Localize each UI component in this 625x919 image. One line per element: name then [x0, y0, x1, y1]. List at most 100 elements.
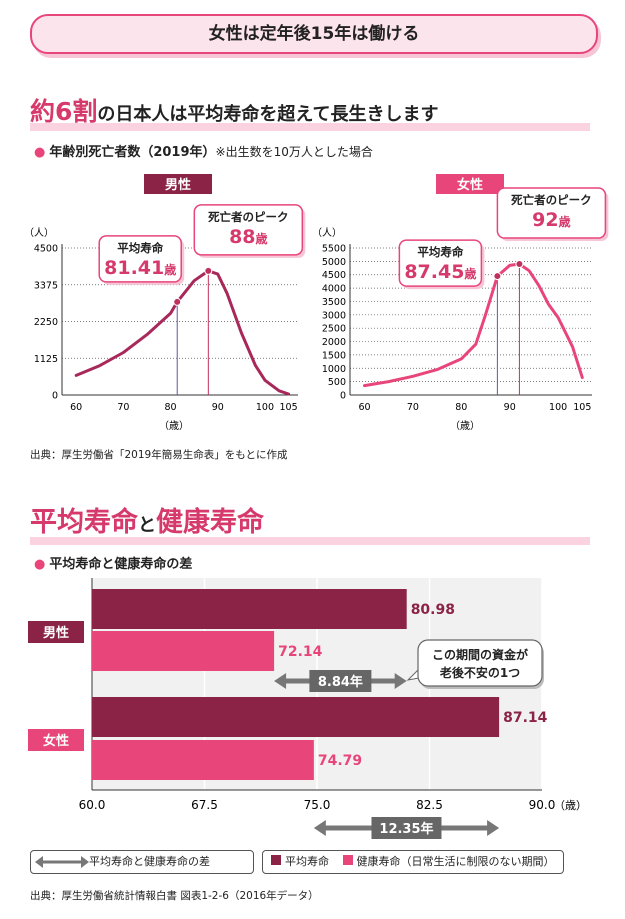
x-tick-label: 70 — [117, 402, 129, 413]
chart-label-pill — [144, 174, 212, 194]
callout-value: 92歳 — [532, 209, 570, 231]
bar — [92, 631, 275, 671]
chart2-bullet: ● 平均寿命と健康寿命の差 — [34, 557, 193, 572]
bar — [92, 740, 314, 780]
series-line — [74, 269, 291, 396]
callout-value: 87.45歳 — [404, 261, 476, 283]
bar-value-label: 87.14 — [503, 710, 548, 726]
y-tick-label: 0 — [340, 391, 346, 402]
callout-title: 死亡者のピーク — [208, 210, 289, 224]
bar-value-label: 80.98 — [411, 602, 455, 618]
callout-value: 88歳 — [229, 226, 267, 248]
y-tick-label: 2250 — [34, 317, 58, 328]
x-axis-unit: （歳） — [554, 799, 587, 812]
annotation-marker — [204, 266, 213, 275]
section2-heading: 平均寿命と健康寿命 — [30, 507, 264, 538]
y-tick-label: 2000 — [322, 337, 346, 348]
category-pill — [28, 729, 84, 751]
y-axis-unit: （人） — [312, 227, 342, 239]
series-line — [363, 262, 584, 388]
heading-underline-2 — [30, 537, 590, 545]
callout-box — [98, 235, 182, 283]
x-tick-label: 60 — [70, 402, 82, 413]
legend-gap: 平均寿命と健康寿命の差 — [30, 850, 254, 874]
callout-box — [496, 187, 607, 239]
legend-swatch-dark — [271, 855, 281, 865]
chart-label: 男性 — [165, 177, 191, 193]
x-tick-label: 100 — [256, 402, 274, 413]
gap-label-box — [371, 817, 442, 839]
callout-title: 死亡者のピーク — [511, 193, 592, 207]
x-tick-label: 60 — [358, 402, 370, 413]
legend-series: 平均寿命 健康寿命（日常生活に制限のない期間） — [262, 850, 564, 874]
gap-arrow-head — [487, 820, 500, 836]
x-tick-label: 100 — [549, 402, 567, 413]
y-tick-label: 5000 — [322, 257, 346, 268]
chart-label: 女性 — [457, 177, 483, 193]
y-tick-label: 2500 — [322, 324, 346, 335]
x-tick-label: 80 — [455, 402, 467, 413]
annotation-marker — [173, 297, 182, 306]
source-note-1: 出典：厚生労働省「2019年簡易生命表」をもとに作成 — [30, 449, 288, 461]
y-tick-label: 5500 — [322, 244, 346, 255]
x-axis-unit: （歳） — [159, 420, 189, 432]
y-tick-label: 3375 — [34, 280, 58, 291]
legend-swatch-pink — [342, 855, 353, 865]
callout-box — [193, 204, 304, 256]
double-arrow-icon — [35, 856, 89, 868]
chart-label-pill — [436, 174, 504, 194]
x-tick-label: 90 — [212, 402, 224, 413]
x-tick-label: 70 — [407, 402, 419, 413]
category-pill — [28, 621, 84, 643]
y-tick-label: 4500 — [322, 270, 346, 281]
callout-text: 老後不安の1つ — [440, 665, 520, 680]
chart1-bullet: ● 年齢別死亡者数（2019年）※出生数を10万人とした場合 — [34, 145, 373, 160]
section1-heading: 約6割の日本人は平均寿命を超えて長生きします — [30, 97, 439, 126]
annotation-marker — [515, 260, 524, 269]
x-tick-label: 75.0 — [304, 798, 331, 812]
x-tick-label: 67.5 — [191, 798, 218, 812]
callout-box — [417, 639, 543, 687]
gap-label: 8.84年 — [318, 674, 363, 690]
gap-arrow-head — [313, 820, 326, 836]
bar-value-label: 74.79 — [318, 753, 362, 769]
gap-arrow-head — [274, 673, 287, 689]
annotation-marker — [493, 272, 502, 281]
x-tick-label: 60.0 — [79, 798, 106, 812]
gap-label: 12.35年 — [379, 821, 433, 837]
bullet-dot-icon: ● — [34, 557, 46, 572]
y-tick-label: 0 — [52, 391, 58, 402]
page-title: 女性は定年後15年は働ける — [30, 14, 598, 54]
y-tick-label: 4000 — [322, 284, 346, 295]
x-axis-unit: （歳） — [450, 420, 480, 432]
gap-arrow-head — [394, 673, 407, 689]
y-tick-label: 3500 — [322, 297, 346, 308]
gap-label-box — [309, 670, 372, 692]
bar-value-label: 72.14 — [278, 644, 323, 660]
callout-title: 平均寿命 — [417, 245, 463, 259]
x-tick-label: 90.0 — [529, 798, 556, 812]
y-tick-label: 1125 — [34, 354, 58, 365]
bullet-dot-icon: ● — [34, 145, 46, 160]
y-tick-label: 4500 — [34, 244, 58, 255]
category-label: 女性 — [43, 733, 69, 749]
y-tick-label: 1500 — [322, 350, 346, 361]
callout-text: この期間の資金が — [432, 647, 528, 662]
y-axis-unit: （人） — [24, 227, 54, 239]
y-tick-label: 500 — [328, 377, 346, 388]
y-tick-label: 1000 — [322, 364, 346, 375]
source-note-2: 出典：厚生労働省統計情報白書 図表1-2-6（2016年データ） — [30, 890, 319, 902]
x-tick-label: 82.5 — [416, 798, 443, 812]
x-tick-label: 105 — [573, 402, 591, 413]
bar — [92, 697, 500, 737]
y-tick-label: 3000 — [322, 310, 346, 321]
callout-box — [398, 239, 483, 287]
bar — [92, 589, 407, 629]
category-label: 男性 — [43, 625, 69, 641]
heading-underline — [30, 123, 590, 131]
x-tick-label: 90 — [504, 402, 516, 413]
x-tick-label: 105 — [279, 402, 297, 413]
x-tick-label: 80 — [165, 402, 177, 413]
callout-value: 81.41歳 — [104, 257, 176, 279]
